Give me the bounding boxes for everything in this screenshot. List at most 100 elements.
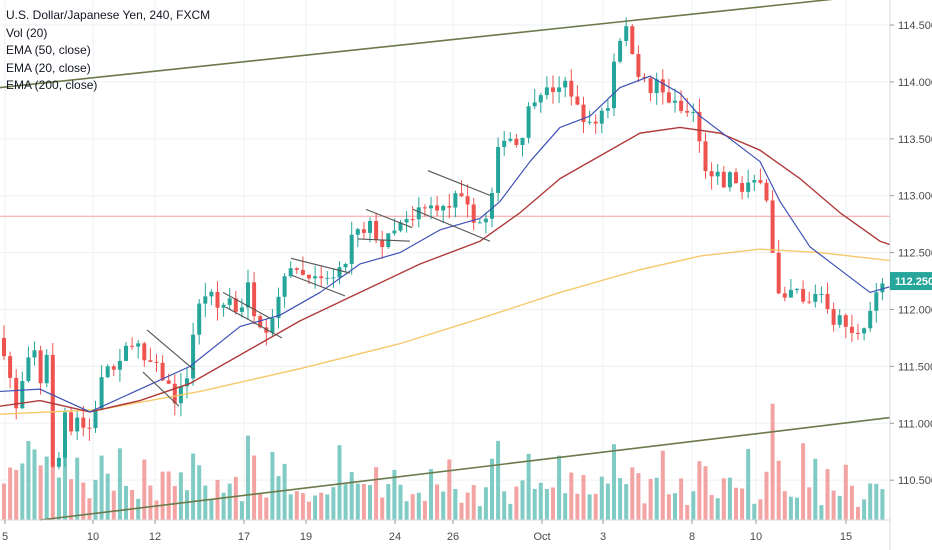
indicator-ema200[interactable]: EMA (200, close) xyxy=(6,78,98,92)
candle-body xyxy=(93,408,98,429)
volume-bar xyxy=(349,471,354,520)
volume-bar xyxy=(740,488,745,520)
candle-body xyxy=(142,343,147,361)
volume-bar xyxy=(325,494,330,520)
volume-bar xyxy=(435,484,440,520)
candle-body xyxy=(264,327,269,333)
volume-bar xyxy=(874,483,879,520)
y-tick-label: 110.500 xyxy=(898,475,932,487)
candle-body xyxy=(105,366,110,378)
volume-bar xyxy=(496,440,501,520)
candle-body xyxy=(209,291,214,297)
candle-body xyxy=(807,301,812,303)
volume-bar xyxy=(404,501,409,520)
volume-bar xyxy=(849,485,854,520)
candle-body xyxy=(227,298,232,305)
volume-bar xyxy=(56,477,61,520)
candle-body xyxy=(605,108,610,111)
candle-body xyxy=(709,171,714,177)
candle-body xyxy=(404,219,409,223)
volume-bar xyxy=(130,489,135,520)
volume-bar xyxy=(26,441,31,520)
x-tick-label: Oct xyxy=(533,531,550,543)
candle-body xyxy=(557,87,562,92)
volume-bar xyxy=(526,453,531,520)
volume-bar xyxy=(801,443,806,520)
candle-body xyxy=(8,356,13,378)
volume-bar xyxy=(648,478,653,520)
volume-bar xyxy=(441,491,446,520)
volume-bar xyxy=(117,448,122,520)
volume-bar xyxy=(709,495,714,520)
volume-bar xyxy=(721,478,726,520)
volume-bar xyxy=(679,478,684,520)
pattern-line xyxy=(142,371,180,407)
candle-body xyxy=(435,205,440,211)
symbol-title[interactable]: U.S. Dollar/Japanese Yen, 240, FXCM xyxy=(6,8,211,22)
volume-bar xyxy=(87,498,92,520)
candle-body xyxy=(99,377,104,409)
volume-bar xyxy=(44,456,49,520)
volume-bar xyxy=(831,490,836,520)
volume-bar xyxy=(398,484,403,520)
candle-body xyxy=(630,26,635,55)
volume-bar xyxy=(654,477,659,520)
candle-body xyxy=(2,337,6,357)
volume-bar xyxy=(453,488,458,520)
volume-bar xyxy=(20,463,25,520)
volume-bar xyxy=(685,505,690,520)
candle-body xyxy=(715,171,720,177)
candle-body xyxy=(612,61,616,109)
volume-bar xyxy=(624,484,629,520)
volume-bar xyxy=(856,506,860,520)
volume-bar xyxy=(746,448,751,520)
volume-bar xyxy=(105,473,110,520)
volume-bar xyxy=(111,490,116,520)
candle-body xyxy=(508,138,513,141)
candle-body xyxy=(172,383,177,404)
volume-bar xyxy=(575,493,580,520)
candle-body xyxy=(50,354,55,467)
candle-body xyxy=(496,146,501,193)
volume-bar xyxy=(868,483,873,520)
volume-bar xyxy=(178,472,183,520)
x-tick-label: 19 xyxy=(300,531,312,543)
volume-bar xyxy=(447,459,452,520)
candle-body xyxy=(660,79,665,93)
volume-bar xyxy=(429,469,433,520)
candle-body xyxy=(294,268,299,270)
candle-body xyxy=(721,171,726,188)
volume-bar xyxy=(593,493,598,520)
candle-body xyxy=(154,361,159,363)
candle-body xyxy=(349,234,354,265)
volume-bar xyxy=(14,470,19,520)
indicator-vol[interactable]: Vol (20) xyxy=(6,25,48,40)
candle-body xyxy=(770,200,775,253)
indicator-ema20[interactable]: EMA (20, close) xyxy=(6,60,91,75)
volume-bar xyxy=(368,485,372,520)
y-tick-label: 114.500 xyxy=(898,20,932,32)
volume-bar xyxy=(532,488,537,520)
indicator-ema50[interactable]: EMA (50, close) xyxy=(6,43,91,57)
candle-body xyxy=(502,140,507,147)
candle-body xyxy=(776,252,781,294)
candle-body xyxy=(69,412,74,432)
candle-body xyxy=(618,40,623,62)
candle-body xyxy=(795,289,799,291)
y-tick-label: 111.500 xyxy=(898,361,932,373)
candle-body xyxy=(56,457,61,467)
candle-body xyxy=(288,268,293,277)
candle-body xyxy=(221,304,226,308)
candle-body xyxy=(856,332,860,334)
candle-body xyxy=(343,264,348,268)
candle-body xyxy=(422,207,427,209)
volume-bar xyxy=(477,506,482,520)
candle-body xyxy=(374,220,379,241)
candle-body xyxy=(752,180,757,183)
volume-bar xyxy=(465,492,470,520)
candle-body xyxy=(447,205,452,208)
candle-body xyxy=(648,78,653,94)
candle-body xyxy=(313,276,318,279)
candle-body xyxy=(14,377,19,409)
